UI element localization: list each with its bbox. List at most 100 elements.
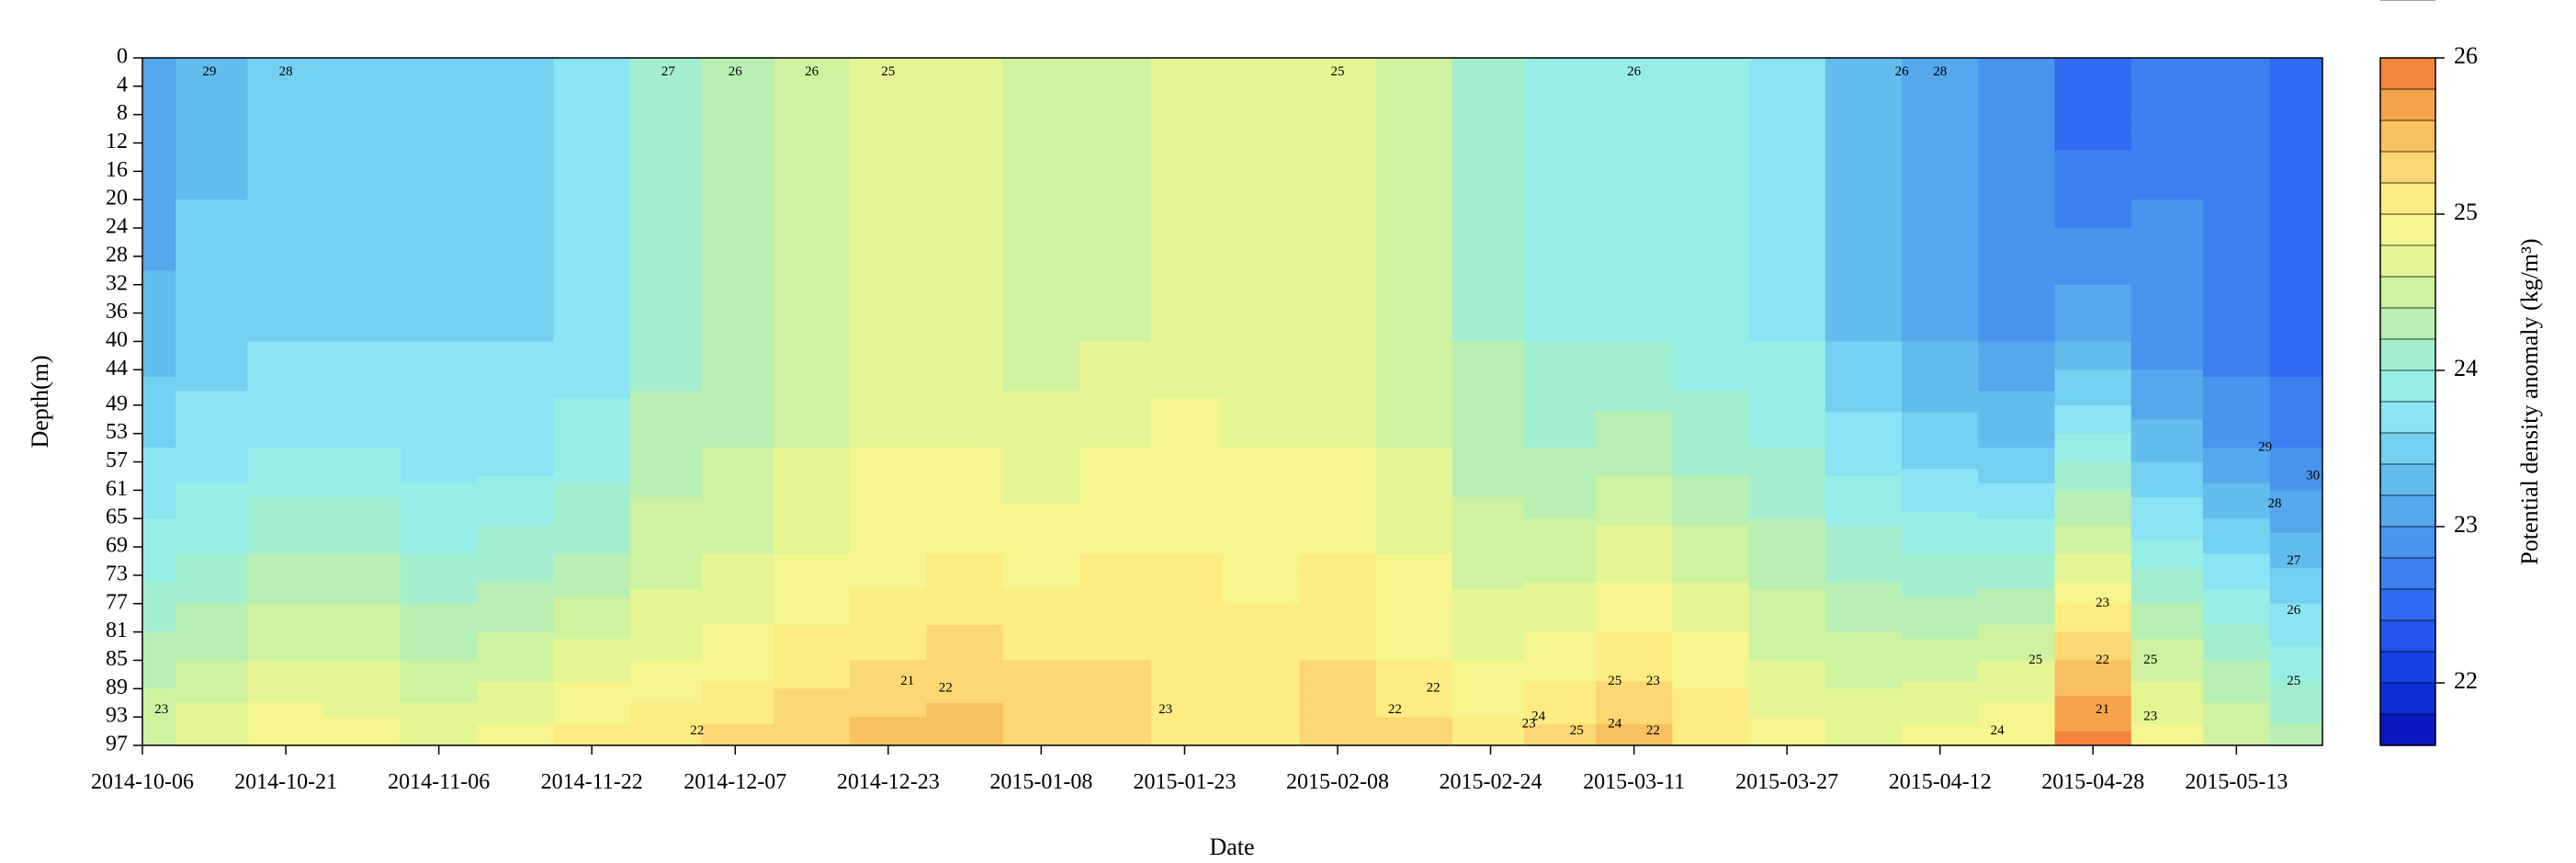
density-cell (1748, 433, 1826, 441)
density-cell (1978, 553, 2056, 562)
density-cell (247, 412, 325, 420)
density-cell (1672, 448, 1750, 456)
density-cell (175, 419, 249, 427)
density-cell (553, 631, 631, 640)
density-cell (2269, 270, 2322, 278)
density-cell (1299, 320, 1377, 328)
density-cell (701, 568, 774, 576)
density-cell (1151, 504, 1224, 513)
density-cell (2054, 234, 2132, 244)
density-cell (926, 681, 1004, 689)
density-cell (175, 249, 249, 257)
density-cell (701, 299, 774, 307)
density-cell (1002, 58, 1080, 66)
density-cell (553, 320, 631, 328)
x-tick-label: 2015-05-13 (2185, 770, 2288, 794)
density-cell (850, 377, 928, 385)
density-cell (2269, 206, 2322, 215)
density-cell (247, 278, 325, 286)
density-cell (553, 284, 631, 293)
density-cell (1523, 72, 1597, 80)
density-cell (1748, 532, 1826, 540)
density-cell (1002, 85, 1080, 95)
colorbar-swatch (2380, 89, 2435, 121)
density-cell (1452, 696, 1525, 704)
density-cell (1223, 610, 1300, 619)
density-cell (1299, 150, 1377, 158)
density-cell (701, 710, 774, 718)
density-cell (1452, 369, 1525, 378)
density-cell (1452, 362, 1525, 370)
density-cell (1596, 596, 1673, 605)
density-cell (773, 255, 851, 265)
density-cell (401, 483, 478, 491)
density-cell (477, 426, 555, 435)
density-cell (1978, 568, 2056, 576)
density-cell (1902, 206, 1979, 215)
density-cell (247, 539, 325, 548)
density-cell (701, 561, 774, 569)
density-cell (1748, 164, 1826, 172)
density-cell (142, 610, 176, 619)
density-cell (1151, 327, 1224, 335)
density-cell (1079, 114, 1152, 122)
density-cell (1902, 391, 1979, 399)
density-cell (629, 696, 703, 704)
density-cell (1672, 553, 1750, 562)
density-cell (701, 603, 774, 612)
density-cell (2054, 171, 2132, 179)
density-cell (1299, 433, 1377, 441)
density-cell (1223, 369, 1300, 378)
density-cell (1151, 142, 1224, 151)
density-cell (926, 696, 1004, 704)
density-cell (1523, 64, 1597, 73)
density-cell (1375, 738, 1453, 745)
density-cell (1002, 419, 1080, 427)
density-cell (1748, 618, 1826, 626)
density-cell (1223, 320, 1300, 328)
density-cell (247, 100, 325, 108)
y-tick-label: 0 (117, 45, 128, 69)
density-cell (2054, 454, 2132, 463)
density-cell (1672, 221, 1750, 229)
density-cell (1375, 129, 1453, 137)
density-cell (1978, 433, 2056, 441)
density-cell (142, 574, 176, 584)
density-cell (1223, 461, 1300, 470)
density-cell (2269, 142, 2322, 151)
density-cell (1223, 667, 1300, 676)
density-cell (2130, 553, 2204, 562)
density-cell (1375, 511, 1453, 519)
y-tick-label: 40 (106, 328, 128, 352)
density-cell (1452, 305, 1525, 314)
density-cell (629, 504, 703, 513)
density-cell (175, 412, 249, 420)
density-cell (1825, 561, 1903, 569)
density-cell (247, 603, 325, 612)
density-cell (1748, 178, 1826, 187)
density-cell (2269, 710, 2322, 718)
density-cell (1596, 192, 1673, 200)
density-cell (323, 114, 401, 122)
density-cell (2269, 221, 2322, 229)
density-cell (1902, 653, 1979, 662)
density-cell (629, 391, 703, 399)
density-cell (175, 631, 249, 640)
density-cell (1978, 278, 2056, 286)
contour-label: 21 (900, 674, 914, 688)
contour-label: 28 (279, 64, 293, 79)
density-cell (553, 440, 631, 449)
density-cell (1978, 561, 2056, 569)
density-cell (1223, 383, 1300, 392)
density-cell (1002, 369, 1080, 378)
density-cell (1079, 696, 1152, 704)
density-cell (701, 688, 774, 697)
density-cell (1978, 603, 2056, 612)
density-cell (773, 497, 851, 505)
density-cell (629, 178, 703, 187)
density-cell (1151, 639, 1224, 647)
density-cell (1523, 150, 1597, 158)
density-cell (701, 85, 774, 95)
density-cell (926, 653, 1004, 662)
